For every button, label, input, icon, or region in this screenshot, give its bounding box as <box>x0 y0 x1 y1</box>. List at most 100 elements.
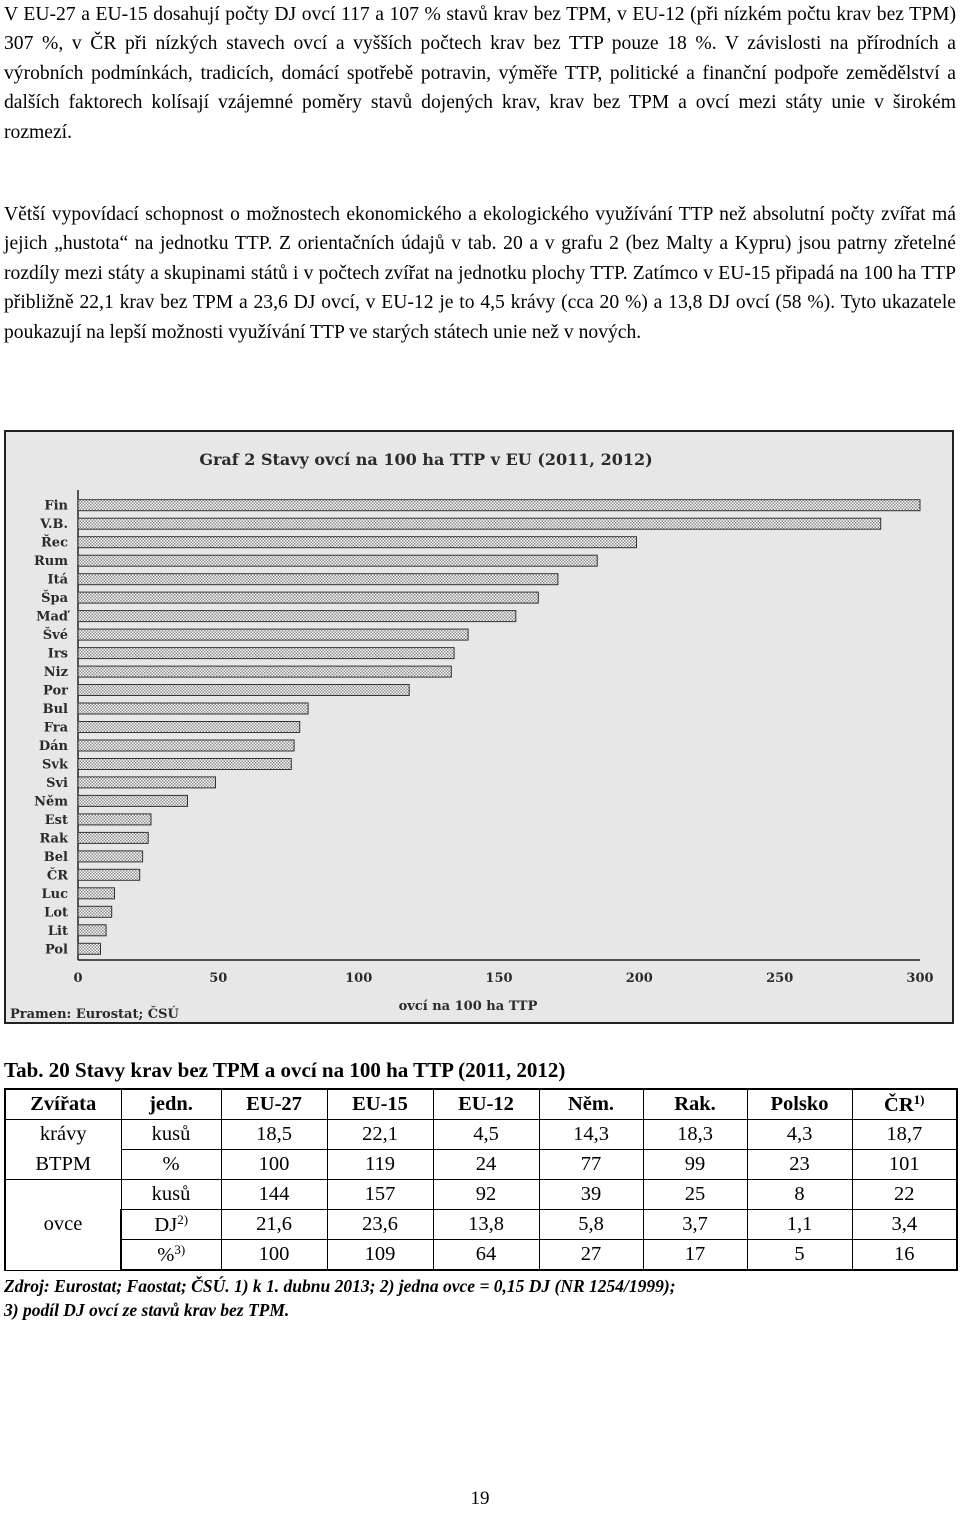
category-label-17: Est <box>45 813 68 828</box>
category-label-8: Irs <box>48 647 68 662</box>
header-cr: ČR1) <box>851 1088 958 1120</box>
bar-19 <box>77 850 144 863</box>
x-tick-label-5: 250 <box>766 971 793 986</box>
page-number: 19 <box>470 1488 490 1509</box>
category-label-7: Švé <box>43 626 68 643</box>
category-label-21: Luc <box>41 887 68 902</box>
value-cell: 18,7 <box>851 1119 958 1150</box>
header-eu27: EU-27 <box>220 1088 328 1120</box>
value-cell: 18,5 <box>220 1119 328 1150</box>
value-cell: 25 <box>642 1179 748 1210</box>
unit-label: DJ <box>154 1214 178 1236</box>
value-cell: 27 <box>538 1239 644 1271</box>
x-tick-label-0: 0 <box>73 971 82 986</box>
group-cows-line2: BTPM <box>4 1149 122 1180</box>
bar-24 <box>77 942 101 955</box>
bar-14 <box>77 758 292 770</box>
chart-title: Graf 2 Stavy ovcí na 100 ha TTP v EU (20… <box>199 450 652 469</box>
bars-group <box>77 499 921 955</box>
category-label-15: Svi <box>46 776 68 791</box>
category-label-14: Svk <box>42 758 69 773</box>
bar-4 <box>77 573 559 586</box>
x-tick-labels-group: 0 50 100 150 200 250 300 <box>73 971 933 986</box>
value-cell: 77 <box>538 1149 644 1180</box>
unit-cell: % <box>120 1149 222 1180</box>
category-label-20: ČR <box>47 866 68 883</box>
source-line-2: 3) podíl DJ ovcí ze stavů krav bez TPM. <box>4 1300 290 1320</box>
bar-1 <box>77 517 882 530</box>
value-cell: 109 <box>326 1239 434 1271</box>
bar-3 <box>77 554 598 567</box>
table-caption: Tab. 20 Stavy krav bez TPM a ovcí na 100… <box>4 1058 566 1082</box>
table-row: %3) 100 109 64 27 17 5 16 <box>5 1239 958 1271</box>
value-cell: 4,3 <box>746 1119 853 1150</box>
unit-cell: kusů <box>120 1179 222 1210</box>
x-tick-label-4: 200 <box>626 971 653 986</box>
bar-5 <box>77 591 539 604</box>
category-label-12: Fra <box>44 721 69 736</box>
unit-cell: DJ2) <box>120 1209 222 1240</box>
paragraph-2: Větší vypovídací schopnost o možnostech … <box>4 204 956 343</box>
header-eu12: EU-12 <box>432 1088 540 1120</box>
category-label-10: Por <box>43 684 68 699</box>
value-cell: 18,3 <box>642 1119 748 1150</box>
value-cell: 92 <box>432 1179 540 1210</box>
value-cell: 22 <box>851 1179 958 1210</box>
bar-6 <box>77 610 517 623</box>
table-row: ovce kusů 144 157 92 39 25 8 22 <box>4 1179 958 1271</box>
header-austria: Rak. <box>642 1088 748 1120</box>
bar-17 <box>77 813 152 826</box>
category-label-23: Lit <box>48 924 68 939</box>
unit-cell: kusů <box>120 1119 222 1150</box>
unit-footnote: 2) <box>177 1212 189 1227</box>
category-label-19: Bel <box>44 850 68 865</box>
x-tick-label-6: 300 <box>906 971 933 986</box>
table-row: krávy kusů 18,5 22,1 4,5 14,3 18,3 4,3 1… <box>4 1119 958 1150</box>
bar-20 <box>77 868 141 881</box>
value-cell: 4,5 <box>432 1119 540 1150</box>
category-label-5: Špa <box>41 589 68 606</box>
category-label-6: Maď <box>36 610 71 625</box>
category-label-2: Řec <box>41 535 68 551</box>
value-cell: 14,3 <box>538 1119 644 1150</box>
value-cell: 100 <box>220 1149 328 1180</box>
bar-8 <box>77 647 455 660</box>
value-cell: 39 <box>538 1179 644 1210</box>
category-label-3: Rum <box>34 554 68 569</box>
value-cell: 5,8 <box>538 1209 644 1240</box>
category-label-16: Něm <box>34 794 68 809</box>
x-tick-label-3: 150 <box>485 971 512 986</box>
bar-7 <box>77 628 469 641</box>
header-cr-footnote: 1) <box>913 1092 925 1107</box>
livestock-table: Zvířata jedn. EU-27 EU-15 EU-12 Něm. Rak… <box>4 1088 958 1271</box>
table-row: BTPM % 100 119 24 77 99 23 101 <box>4 1149 958 1180</box>
header-animals: Zvířata <box>4 1088 122 1120</box>
chart-source: Pramen: Eurostat; ČSÚ <box>10 1005 180 1022</box>
unit-cell: %3) <box>120 1239 222 1271</box>
bar-21 <box>77 887 115 900</box>
value-cell: 64 <box>432 1239 540 1271</box>
table-row: DJ2) 21,6 23,6 13,8 5,8 3,7 1,1 3,4 <box>5 1209 958 1240</box>
header-eu15: EU-15 <box>326 1088 434 1120</box>
unit-footnote: 3) <box>174 1242 186 1257</box>
x-axis-label: ovcí na 100 ha TTP <box>399 999 538 1014</box>
category-label-9: Niz <box>44 665 68 680</box>
category-label-18: Rak <box>39 831 69 846</box>
value-cell: 3,4 <box>851 1209 958 1240</box>
value-cell: 144 <box>220 1179 328 1210</box>
value-cell: 17 <box>642 1239 748 1271</box>
category-label-24: Pol <box>45 942 68 957</box>
value-cell: 16 <box>851 1239 958 1271</box>
value-cell: 3,7 <box>642 1209 748 1240</box>
bar-16 <box>77 794 188 807</box>
group-sheep: ovce <box>4 1179 122 1271</box>
source-line-1: Zdroj: Eurostat; Faostat; ČSÚ. 1) k 1. d… <box>4 1276 676 1296</box>
category-label-13: Dán <box>39 739 69 754</box>
bar-0 <box>77 499 921 512</box>
value-cell: 1,1 <box>746 1209 853 1240</box>
x-tick-label-2: 100 <box>345 971 372 986</box>
category-label-1: V.B. <box>39 517 68 532</box>
bar-23 <box>77 924 107 937</box>
value-cell: 157 <box>326 1179 434 1210</box>
header-poland: Polsko <box>746 1088 853 1120</box>
